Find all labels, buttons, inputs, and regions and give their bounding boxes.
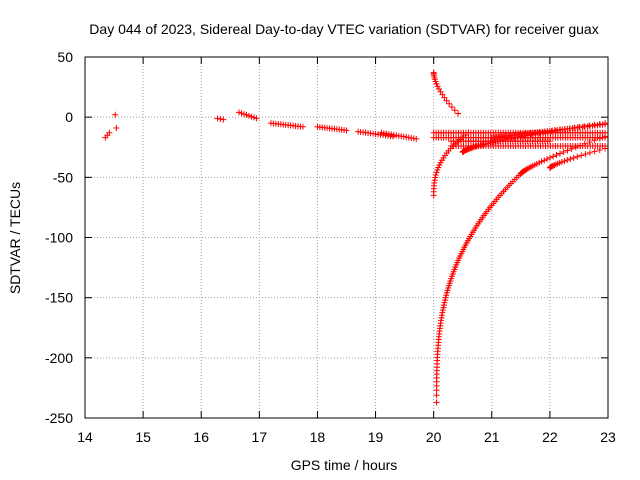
data-point: [220, 116, 227, 123]
data-point: [577, 142, 584, 149]
data-point: [602, 121, 609, 128]
data-point: [553, 151, 560, 158]
data-point: [106, 129, 113, 136]
x-tick-label: 15: [135, 429, 151, 445]
x-tick-label: 23: [600, 429, 616, 445]
data-point: [440, 304, 447, 311]
y-tick-label: 0: [65, 109, 73, 125]
x-tick-label: 16: [193, 429, 209, 445]
data-point: [602, 133, 609, 140]
data-point: [544, 156, 551, 163]
chart-title: Day 044 of 2023, Sidereal Day-to-day VTE…: [89, 21, 598, 37]
data-point: [433, 80, 440, 87]
data-point: [564, 157, 571, 164]
data-point: [432, 174, 439, 181]
y-tick-label: -150: [45, 290, 73, 306]
data-point: [570, 154, 577, 161]
data-point: [560, 149, 567, 156]
data-point: [556, 150, 563, 157]
data-point: [596, 146, 603, 153]
x-tick-label: 22: [542, 429, 558, 445]
data-point: [455, 110, 462, 117]
data-point: [433, 169, 440, 176]
data-point: [524, 165, 531, 172]
data-points: [102, 69, 609, 406]
data-point: [547, 154, 554, 161]
axis-ticks: 14 15 16 17 18 19 20 21 22 23 50 0 -50 -100 -150 -200 -2…: [45, 49, 616, 445]
data-point: [112, 111, 119, 118]
data-point: [433, 392, 440, 399]
data-point: [586, 139, 593, 146]
data-point: [443, 97, 450, 104]
data-point: [432, 171, 439, 178]
x-tick-label: 21: [484, 429, 500, 445]
data-point: [451, 107, 458, 114]
data-point: [568, 145, 575, 152]
data-point: [214, 115, 221, 122]
data-point: [505, 136, 512, 143]
data-point: [591, 137, 598, 144]
y-tick-label: -100: [45, 230, 73, 246]
data-point: [582, 151, 589, 158]
data-point: [564, 147, 571, 154]
data-point: [113, 124, 120, 131]
data-point: [497, 137, 504, 144]
data-point: [439, 307, 446, 314]
data-point: [574, 153, 581, 160]
data-point: [502, 136, 509, 143]
grid-lines: [85, 57, 608, 418]
data-point: [541, 157, 548, 164]
data-point: [602, 145, 609, 152]
data-point: [550, 153, 557, 160]
y-tick-label: -50: [53, 169, 73, 185]
x-tick-label: 19: [368, 429, 384, 445]
data-point: [448, 103, 455, 110]
data-point: [433, 399, 440, 406]
data-point: [561, 158, 568, 165]
data-point: [413, 135, 420, 142]
data-point: [343, 127, 350, 134]
data-point: [253, 115, 260, 122]
data-point: [441, 94, 448, 101]
data-point: [540, 129, 547, 136]
data-point: [546, 138, 553, 145]
data-point: [499, 137, 506, 144]
data-point: [591, 148, 598, 155]
data-point: [578, 152, 585, 159]
data-point: [550, 162, 557, 169]
y-tick-label: -200: [45, 350, 73, 366]
y-tick-label: 50: [57, 49, 73, 65]
data-point: [434, 83, 441, 90]
y-tick-label: -250: [45, 410, 73, 426]
data-point: [299, 123, 306, 130]
x-tick-label: 17: [252, 429, 268, 445]
data-point: [538, 158, 545, 165]
data-point: [567, 156, 574, 163]
y-axis-label: SDTVAR / TECUs: [7, 182, 23, 294]
x-axis-label: GPS time / hours: [291, 457, 398, 473]
x-tick-label: 20: [426, 429, 442, 445]
data-point: [465, 129, 472, 136]
data-point: [572, 144, 579, 151]
x-tick-label: 18: [310, 429, 326, 445]
data-point: [586, 149, 593, 156]
data-point: [558, 159, 565, 166]
data-point: [596, 135, 603, 142]
data-point: [581, 140, 588, 147]
data-point: [494, 138, 501, 145]
x-tick-label: 14: [77, 429, 93, 445]
data-point: [446, 100, 453, 107]
data-point: [217, 115, 224, 122]
